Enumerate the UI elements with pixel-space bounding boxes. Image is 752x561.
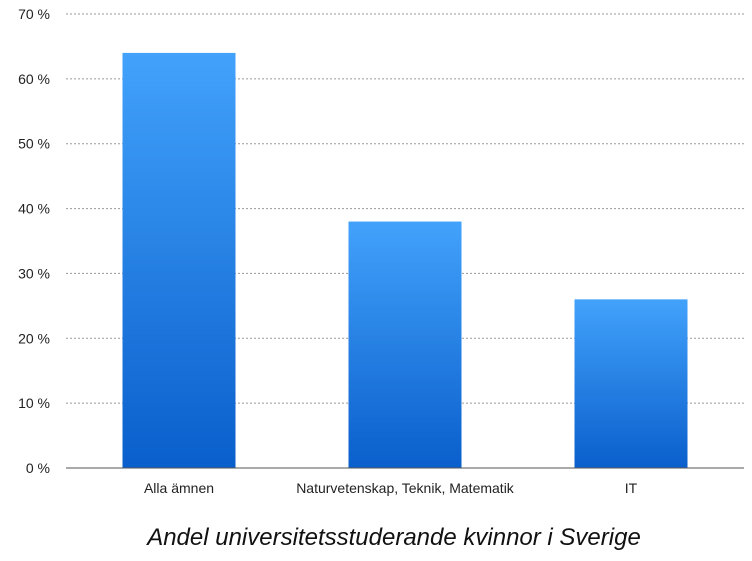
y-tick-label: 70 % (18, 6, 50, 22)
chart-caption: Andel universitetsstuderande kvinnor i S… (145, 524, 641, 551)
bar (348, 221, 462, 468)
bar (122, 52, 236, 469)
category-label: Naturvetenskap, Teknik, Matematik (296, 480, 515, 496)
y-tick-label: 60 % (18, 71, 50, 87)
y-tick-label: 20 % (18, 330, 50, 346)
y-tick-label: 10 % (18, 395, 50, 411)
y-tick-label: 50 % (18, 136, 50, 152)
category-label: Alla ämnen (144, 480, 214, 496)
bar (574, 299, 688, 468)
y-axis-ticks: 0 % 10 % 20 % 30 % 40 % 50 % 60 % 70 % (18, 6, 50, 476)
category-labels: Alla ämnen Naturvetenskap, Teknik, Matema… (144, 480, 638, 496)
y-tick-label: 30 % (18, 265, 50, 281)
bars (122, 52, 688, 469)
y-tick-label: 0 % (26, 460, 50, 476)
y-tick-label: 40 % (18, 201, 50, 217)
category-label: IT (625, 480, 638, 496)
